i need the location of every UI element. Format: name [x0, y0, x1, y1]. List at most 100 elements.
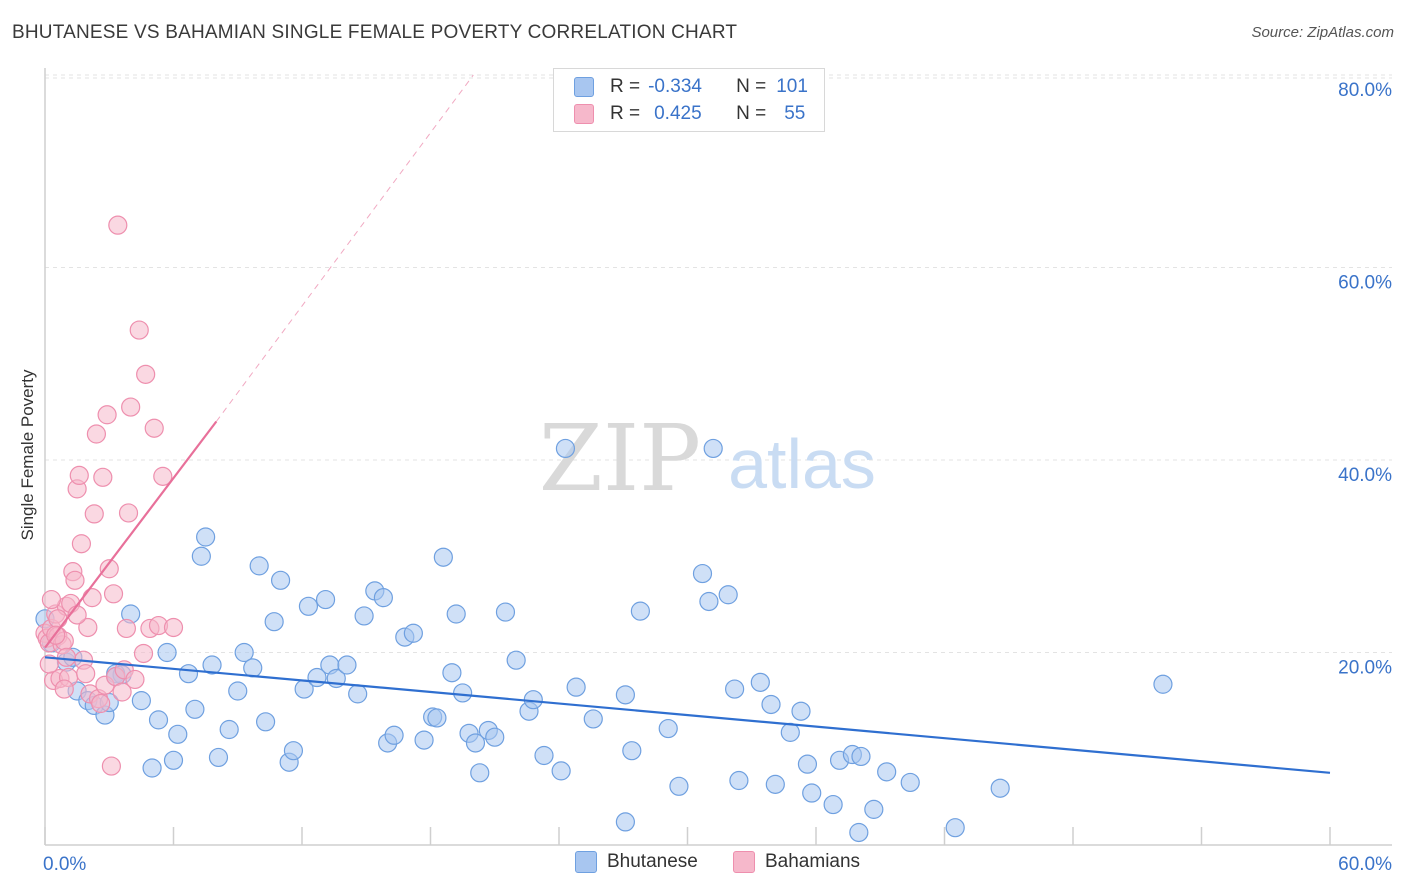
point-bahamian [91, 693, 111, 714]
axes [44, 68, 1392, 846]
point-bhutanese [485, 727, 505, 747]
bottom-legend-label-bhutanese: Bhutanese [607, 851, 698, 872]
data-points [35, 215, 1173, 843]
chart-title: BHUTANESE VS BAHAMIAN SINGLE FEMALE POVE… [12, 22, 738, 43]
y-tick-label: 20.0% [1338, 658, 1392, 679]
y-tick-label: 80.0% [1338, 80, 1392, 101]
point-bhutanese [315, 589, 336, 610]
point-bahamian [56, 647, 77, 667]
point-bahamian [48, 609, 68, 629]
point-bahamian [153, 466, 173, 486]
point-bhutanese [534, 745, 554, 766]
point-bahamian [118, 503, 139, 523]
tick-labels: 20.0% 40.0% 60.0% 80.0% 0.0% 60.0% [43, 80, 1392, 875]
point-bhutanese [669, 776, 689, 796]
point-bhutanese [823, 794, 843, 815]
point-bahamian [93, 467, 113, 487]
legend-item-bhutanese: Bhutanese [575, 851, 698, 873]
point-bhutanese [163, 750, 184, 770]
point-bahamian [86, 424, 107, 444]
point-bhutanese [495, 602, 516, 622]
point-bhutanese [765, 774, 785, 794]
legend-row-bahamians: R = 0.425 N = 55 [574, 102, 805, 126]
trend-line-bahamian [44, 420, 218, 649]
point-bhutanese [780, 722, 800, 742]
legend-n-value: 101 [776, 76, 808, 97]
y-tick-label: 60.0% [1338, 273, 1392, 294]
point-bahamian [65, 570, 85, 590]
point-bahamian [112, 682, 132, 702]
legend-r-label: R = [610, 76, 641, 97]
legend-r-label: R = [610, 103, 641, 124]
point-bhutanese [1153, 674, 1173, 694]
legend-row-bhutanese: R = -0.334 N = 101 [574, 75, 808, 99]
point-bahamian [121, 397, 141, 417]
point-bhutanese [851, 746, 871, 767]
point-bhutanese [255, 712, 276, 732]
point-bhutanese [555, 438, 576, 459]
point-bhutanese [551, 761, 571, 781]
x-tick-label: 60.0% [1338, 854, 1392, 875]
point-bhutanese [348, 684, 368, 704]
legend-swatch-bhutanese [574, 77, 594, 97]
y-tick-label: 40.0% [1338, 465, 1392, 486]
legend-n-label: N = [736, 103, 767, 124]
point-bhutanese [157, 642, 177, 663]
point-bahamian [133, 643, 154, 664]
legend-r-value: -0.334 [648, 76, 702, 97]
point-bhutanese [219, 719, 239, 740]
point-bahamian [54, 679, 74, 699]
point-bhutanese [234, 642, 254, 663]
point-bhutanese [750, 672, 770, 692]
point-bhutanese [228, 681, 248, 701]
point-bahamian [41, 589, 62, 610]
point-bhutanese [442, 663, 462, 683]
point-bhutanese [945, 818, 965, 838]
legend-swatch-bahamians [574, 104, 594, 124]
point-bhutanese [196, 527, 216, 547]
point-bahamian [125, 669, 145, 690]
trend-line-bhutanese [44, 656, 1331, 774]
point-bhutanese [453, 683, 473, 703]
point-bhutanese [658, 718, 678, 739]
point-bhutanese [465, 733, 486, 753]
point-bhutanese [337, 655, 357, 675]
point-bhutanese [208, 747, 229, 768]
point-bhutanese [270, 570, 291, 590]
point-bhutanese [583, 709, 603, 729]
point-bhutanese [403, 623, 423, 643]
point-bahamian [82, 588, 102, 608]
point-bahamian [39, 654, 59, 674]
point-bhutanese [264, 612, 284, 632]
point-bhutanese [433, 547, 453, 567]
point-bhutanese [630, 601, 650, 621]
point-bhutanese [703, 438, 723, 459]
legend-r-value: 0.425 [654, 103, 702, 124]
point-bahamian [69, 465, 89, 485]
point-bhutanese [384, 725, 404, 745]
point-bhutanese [142, 758, 162, 778]
trend-extension-bahamian [215, 74, 474, 422]
point-bhutanese [373, 588, 393, 608]
point-bhutanese [990, 778, 1010, 798]
point-bhutanese [615, 812, 635, 832]
point-bahamian [103, 584, 124, 604]
point-bhutanese [414, 730, 434, 750]
y-axis-label: Single Female Poverty [18, 369, 37, 541]
point-bhutanese [202, 655, 222, 675]
point-bahamian [116, 618, 136, 639]
point-bahamian [71, 534, 92, 554]
trend-lines [44, 74, 1331, 774]
point-bahamian [97, 405, 117, 425]
x-tick-label: 0.0% [43, 854, 86, 875]
gridlines [45, 74, 1392, 653]
point-bhutanese [729, 770, 749, 791]
legend-item-bahamians: Bahamians [733, 851, 860, 873]
point-bahamian [76, 664, 96, 684]
watermark: ZIP atlas [539, 405, 876, 512]
point-bhutanese [148, 710, 169, 730]
point-bhutanese [178, 664, 199, 684]
point-bhutanese [622, 741, 642, 761]
point-bahamian [78, 617, 98, 638]
